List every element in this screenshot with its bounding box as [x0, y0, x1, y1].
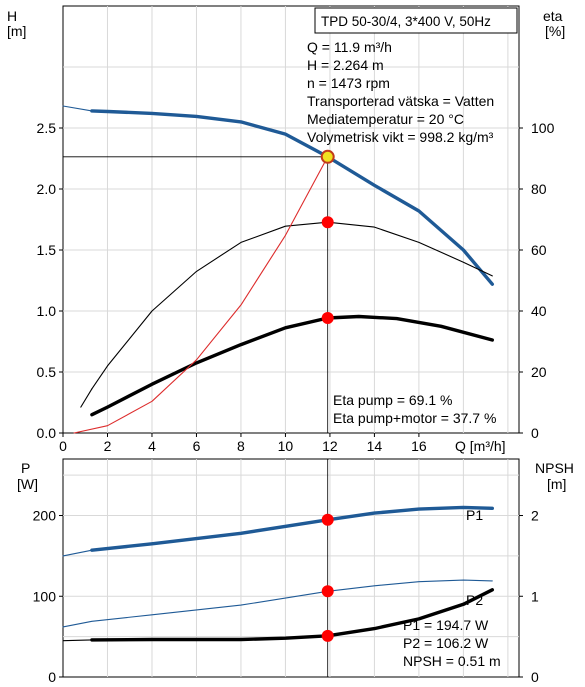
operating-info-line: Transporterad vätska = Vatten — [307, 93, 494, 109]
x-tick-label: 0 — [59, 438, 67, 454]
top-plot-frame — [62, 5, 520, 434]
power-info-line: P2 = 106.2 W — [403, 635, 489, 651]
bottom-y-right-tick-label: 1 — [531, 588, 539, 604]
operating-info: Q = 11.9 m³/h H = 2.264 m n = 1473 rpm Tran… — [307, 39, 494, 145]
top-panel: 0.0 0.5 1.0 1.5 2.0 2.5 0 20 40 60 80 100 0 2 4 6 8 10 12 1… — [7, 5, 565, 454]
efficiency-info-line: Eta pump+motor = 37.7 % — [333, 410, 496, 426]
bottom-y-right-label-line-2: [m] — [547, 476, 566, 492]
top-y-left-label-line-1: H — [7, 8, 17, 24]
bottom-points — [321, 513, 334, 642]
top-operating-point-1 — [321, 216, 334, 229]
efficiency-info-line: Eta pump = 69.1 % — [333, 392, 452, 408]
top-points — [320, 149, 335, 325]
top-y-right-tick-label: 0 — [531, 425, 539, 441]
x-tick-label: 12 — [322, 438, 338, 454]
x-tick-label: 8 — [237, 438, 245, 454]
x-tick-label: 16 — [411, 438, 427, 454]
top-series-4 — [90, 314, 494, 417]
title-box-frame — [314, 7, 518, 34]
bottom-y-right-tick-label: 0 — [531, 669, 539, 685]
bottom-y-left-tick-label: 200 — [33, 508, 57, 524]
top-y-right-label-line-1: eta — [543, 8, 563, 24]
top-y-left-tick-label: 1.5 — [37, 242, 57, 258]
series-label-p1: P1 — [466, 507, 483, 523]
top-grid — [63, 6, 519, 433]
x-tick-label: 2 — [104, 438, 112, 454]
operating-info-line: Volymetrisk vikt = 998.2 kg/m³ — [307, 129, 494, 145]
power-info-line: NPSH = 0.51 m — [403, 653, 501, 669]
operating-info-line: Mediatemperatur = 20 °C — [307, 111, 464, 127]
chart-title: TPD 50-30/4, 3*400 V, 50Hz — [321, 14, 491, 29]
top-series-1 — [62, 105, 93, 112]
series-label-p2: P2 — [466, 592, 483, 608]
operating-info-line: H = 2.264 m — [307, 57, 384, 73]
top-series-0 — [90, 109, 494, 286]
top-y-left-tick-label: 2.0 — [37, 181, 57, 197]
top-y-left-tick-label: 2.5 — [37, 120, 57, 136]
top-y-right-tick-label: 60 — [531, 242, 547, 258]
x-tick-label: 10 — [278, 438, 294, 454]
bottom-y-left-label-line-2: [W] — [17, 476, 38, 492]
bottom-series-1 — [62, 549, 93, 557]
power-info: P1 = 194.7 W P2 = 106.2 W NPSH = 0.51 m — [403, 617, 501, 669]
bottom-y-left-tick-label: 100 — [33, 588, 57, 604]
bottom-ticks: 0 100 200 0 1 2 — [33, 508, 539, 685]
bottom-y-left-tick-label: 0 — [48, 669, 56, 685]
operating-info-line: n = 1473 rpm — [307, 75, 390, 91]
top-y-right-tick-label: 20 — [531, 364, 547, 380]
title-box: TPD 50-30/4, 3*400 V, 50Hz — [314, 7, 518, 34]
top-y-right-tick-label: 40 — [531, 303, 547, 319]
top-y-left-tick-label: 0.0 — [37, 425, 57, 441]
top-series-2 — [91, 221, 493, 390]
top-series — [62, 105, 494, 434]
bottom-operating-point-1 — [321, 585, 334, 598]
bottom-series-0 — [90, 505, 494, 552]
bottom-plot-frame — [62, 458, 520, 678]
top-y-left-tick-label: 1.0 — [37, 303, 57, 319]
bottom-panel: 0 100 200 0 1 2 P [W] NPSH [m] P1 P2 P1 = 194… — [17, 458, 574, 685]
x-axis-label: Q [m³/h] — [455, 438, 506, 454]
top-y-right-tick-label: 100 — [531, 120, 555, 136]
top-series-5 — [73, 156, 329, 434]
top-y-right-label-line-2: [%] — [545, 23, 565, 39]
top-operating-point-0 — [320, 149, 335, 164]
operating-info-line: Q = 11.9 m³/h — [307, 39, 392, 55]
x-tick-label: 4 — [148, 438, 156, 454]
bottom-series-4 — [62, 639, 93, 642]
bottom-y-right-tick-label: 2 — [531, 508, 539, 524]
bottom-y-left-label-line-1: P — [21, 460, 30, 476]
top-series-3 — [80, 388, 93, 408]
efficiency-info: Eta pump = 69.1 % Eta pump+motor = 37.7 % — [333, 392, 496, 426]
top-y-left-tick-label: 0.5 — [37, 364, 57, 380]
top-operating-point-2 — [321, 312, 334, 325]
top-y-left-label-line-2: [m] — [7, 23, 26, 39]
bottom-operating-point-0 — [321, 513, 334, 526]
bottom-y-right-label-line-1: NPSH — [535, 460, 574, 476]
x-tick-label: 6 — [193, 438, 201, 454]
top-y-right-tick-label: 80 — [531, 181, 547, 197]
bottom-operating-point-2 — [321, 629, 334, 642]
top-ticks: 0.0 0.5 1.0 1.5 2.0 2.5 0 20 40 60 80 100 0 2 4 6 8 10 12 1… — [37, 120, 555, 454]
x-tick-label: 14 — [367, 438, 383, 454]
power-info-line: P1 = 194.7 W — [403, 617, 489, 633]
